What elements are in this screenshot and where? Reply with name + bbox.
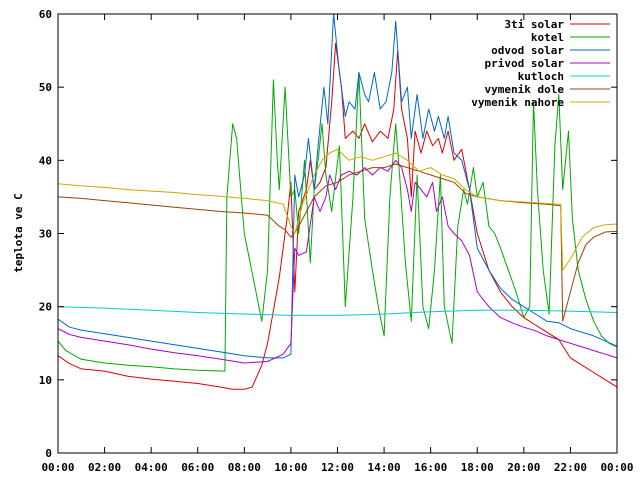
legend-label: 3ti solar [504, 18, 564, 31]
y-tick-label: 20 [39, 301, 52, 314]
series-line-3ti-solar [57, 42, 618, 390]
x-tick-label: 06:00 [181, 461, 214, 474]
x-tick-label: 20:00 [507, 461, 540, 474]
legend-label: odvod solar [491, 44, 564, 57]
x-tick-label: 02:00 [88, 461, 121, 474]
x-tick-label: 00:00 [41, 461, 74, 474]
x-tick-label: 04:00 [135, 461, 168, 474]
legend-label: kotel [531, 31, 564, 44]
x-tick-label: 00:00 [600, 461, 633, 474]
y-tick-label: 30 [39, 228, 52, 241]
x-tick-label: 08:00 [228, 461, 261, 474]
x-tick-label: 18:00 [461, 461, 494, 474]
y-tick-label: 50 [39, 81, 52, 94]
x-tick-label: 22:00 [554, 461, 587, 474]
y-tick-label: 0 [45, 447, 52, 460]
legend-label: privod solar [485, 57, 565, 70]
x-tick-label: 12:00 [321, 461, 354, 474]
series-line-vymenik-dole [57, 163, 618, 322]
series-line-privod-solar [57, 159, 618, 364]
y-axis-title: teplota ve C [12, 193, 25, 272]
series-layer [57, 13, 618, 390]
axes-layer: 0 10 20 30 40 50 60 00:00 02:00 04:00 06:00 08:00 10… [39, 8, 634, 474]
series-line-vymenik-nahore [57, 148, 618, 271]
legend-label: vymenik nahore [471, 96, 564, 109]
series-line-kutloch [57, 306, 618, 316]
y-tick-label: 10 [39, 374, 52, 387]
x-tick-label: 14:00 [368, 461, 401, 474]
y-tick-label: 40 [39, 154, 52, 167]
series-line-odvod-solar [57, 13, 618, 359]
x-tick-label: 10:00 [274, 461, 307, 474]
legend-label: vymenik dole [485, 83, 565, 96]
x-tick-label: 16:00 [414, 461, 447, 474]
y-tick-label: 60 [39, 8, 52, 21]
legend-label: kutloch [518, 70, 564, 83]
series-line-kotel [57, 72, 618, 372]
